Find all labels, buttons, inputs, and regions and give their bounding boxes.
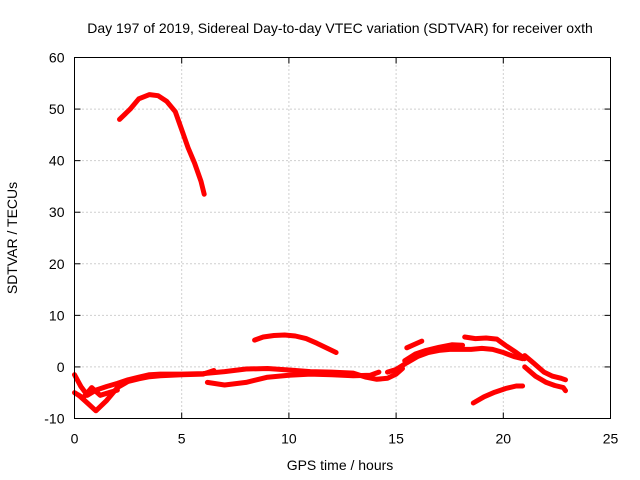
y-tick-label: 20 [49,256,65,272]
series-arc-8 [402,342,466,364]
y-axis-label: SDTVAR / TECUs [4,182,20,294]
y-tick-label: -10 [44,411,64,427]
y-tick-label: 10 [49,307,65,323]
grid-layer [74,57,611,419]
series-arc-10 [462,334,528,362]
series-arc-11 [470,383,526,406]
series-arc-9 [404,338,425,351]
x-tick-labels: 0 5 10 15 20 25 [71,431,619,447]
x-tick-label: 5 [178,431,186,447]
x-tick-label: 10 [281,431,297,447]
series-arc-5 [72,385,120,401]
x-axis-label: GPS time / hours [287,457,394,473]
x-tick-label: 0 [71,431,79,447]
y-tick-label: 40 [49,153,65,169]
tick-layer [74,57,611,419]
series-arc-13 [522,364,568,394]
series-arc-1 [117,92,207,197]
x-tick-label: 20 [496,431,512,447]
y-tick-label: 30 [49,204,65,220]
y-tick-labels: -10 0 10 20 30 40 50 60 [44,50,64,427]
series-arc-4 [76,368,217,414]
series-arc-6 [204,369,382,388]
chart-title: Day 197 of 2019, Sidereal Day-to-day VTE… [87,20,593,36]
series-arc-12 [522,353,568,383]
series-layer [72,92,568,414]
x-tick-label: 25 [603,431,619,447]
x-tick-label: 15 [388,431,404,447]
plot-frame [74,57,611,419]
series-arc-2 [252,332,339,355]
y-tick-label: 60 [49,50,65,66]
y-tick-label: 0 [57,359,65,375]
series-arc-7 [385,345,526,375]
y-tick-label: 50 [49,101,65,117]
